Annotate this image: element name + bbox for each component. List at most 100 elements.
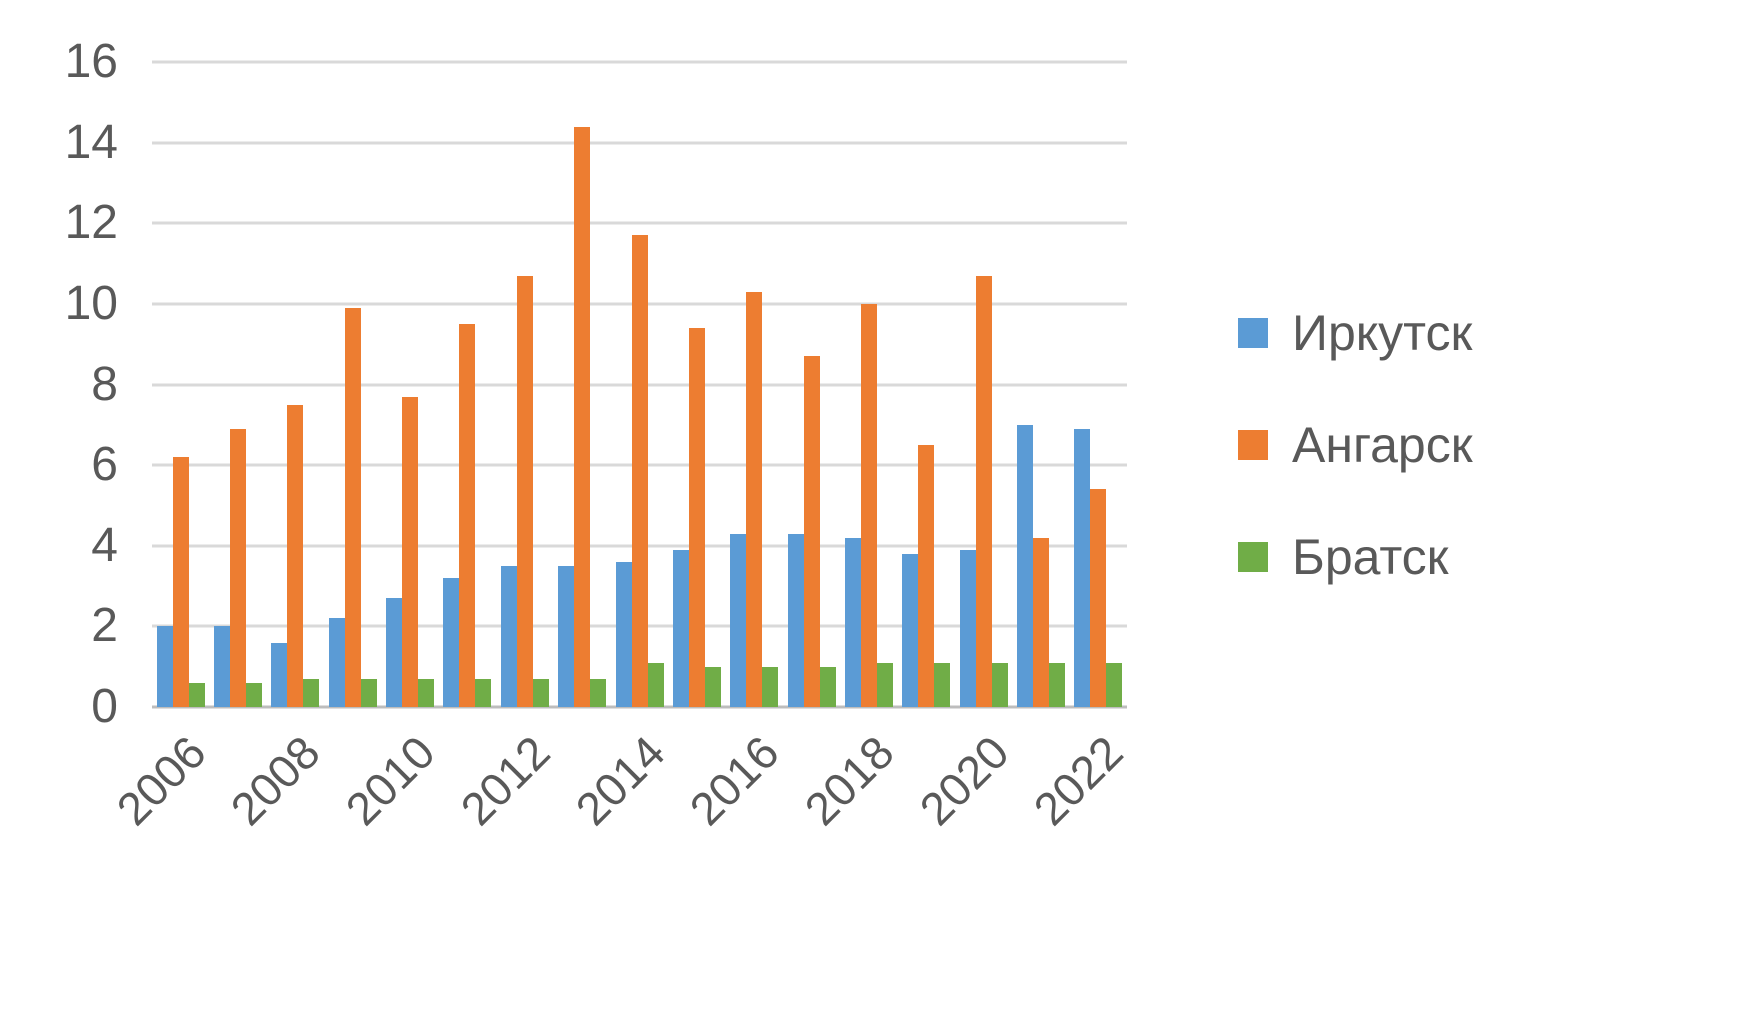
- y-tick-label: 12: [64, 196, 118, 250]
- bar-Ангарск: [803, 356, 820, 707]
- y-tick-label: 2: [91, 599, 118, 653]
- bar-group: [726, 62, 783, 707]
- bar-Ангарск: [860, 303, 877, 707]
- legend-item: Ангарск: [1238, 420, 1473, 470]
- legend-item: Братск: [1238, 532, 1473, 582]
- bar-Братск: [303, 678, 320, 707]
- bar-group: [1012, 62, 1069, 707]
- gridline: [152, 60, 1127, 64]
- bar-Братск: [590, 678, 607, 707]
- bar-Братск: [246, 682, 263, 707]
- y-tick-label: 10: [64, 276, 118, 330]
- bar-group: [783, 62, 840, 707]
- bar-Ангарск: [516, 275, 533, 707]
- bar-group: [554, 62, 611, 707]
- bar-group: [381, 62, 438, 707]
- bar-Иркутск: [615, 561, 632, 707]
- bar-Братск: [647, 662, 664, 707]
- bar-group: [439, 62, 496, 707]
- bar-group: [324, 62, 381, 707]
- bar-Иркутск: [672, 549, 689, 707]
- bar-Иркутск: [214, 626, 231, 707]
- y-tick-label: 4: [91, 518, 118, 572]
- x-tick-label: 2006: [106, 725, 216, 836]
- legend-marker: [1238, 542, 1268, 572]
- bar-group: [1070, 62, 1127, 707]
- bar-group: [496, 62, 553, 707]
- legend-marker: [1238, 318, 1268, 348]
- x-tick-label: 2016: [679, 725, 789, 836]
- legend-label: Ангарск: [1292, 417, 1473, 473]
- bar-group: [955, 62, 1012, 707]
- bar-group: [611, 62, 668, 707]
- bar-Ангарск: [402, 396, 419, 707]
- x-tick-label: 2012: [450, 725, 560, 836]
- bars-row: [152, 62, 1127, 707]
- plot-area: [152, 60, 1127, 709]
- bar-Ангарск: [975, 275, 992, 707]
- bar-Иркутск: [443, 578, 460, 707]
- bar-group: [267, 62, 324, 707]
- legend-item: Иркутск: [1238, 308, 1473, 358]
- legend-label: Иркутск: [1292, 305, 1473, 361]
- bar-Ангарск: [344, 307, 361, 707]
- bar-Иркутск: [902, 553, 919, 707]
- y-tick-label: 14: [64, 115, 118, 169]
- bar-Братск: [532, 678, 549, 707]
- bar-Иркутск: [500, 565, 517, 707]
- bar-Ангарск: [230, 428, 247, 707]
- bar-Братск: [876, 662, 893, 707]
- bar-Братск: [934, 662, 951, 707]
- x-tick-label: 2008: [220, 725, 331, 836]
- bar-Иркутск: [156, 626, 173, 707]
- bar-group: [840, 62, 897, 707]
- bar-Братск: [188, 682, 205, 707]
- bar-Иркутск: [271, 642, 288, 707]
- x-tick-label: 2010: [335, 725, 445, 836]
- bar-Иркутск: [1074, 428, 1091, 707]
- bar-Иркутск: [959, 549, 976, 707]
- gridline: [152, 705, 1127, 709]
- y-tick-label: 6: [91, 438, 118, 492]
- y-axis: 0 2 4 6 8 10 12 14 16: [0, 38, 118, 731]
- bar-Ангарск: [746, 291, 763, 707]
- bar-Ангарск: [1090, 489, 1107, 707]
- bar-Ангарск: [631, 235, 648, 707]
- x-tick-label: 2022: [1023, 725, 1133, 836]
- gridline: [152, 221, 1127, 225]
- bar-Иркутск: [787, 533, 804, 707]
- x-axis: 2006 2008 2010 2012 2014 2016 2018 2020 2022: [106, 710, 1133, 940]
- bar-Ангарск: [287, 404, 304, 707]
- bar-Ангарск: [1033, 537, 1050, 707]
- x-tick-label: 2020: [909, 725, 1019, 836]
- bar-Братск: [819, 666, 836, 707]
- bar-Братск: [418, 678, 435, 707]
- legend: Иркутск Ангарск Братск: [1238, 308, 1473, 582]
- bar-Иркутск: [558, 565, 575, 707]
- y-tick-label: 0: [91, 680, 118, 733]
- bar-group: [898, 62, 955, 707]
- bar-Ангарск: [459, 324, 476, 707]
- bar-group: [668, 62, 725, 707]
- bar-Иркутск: [328, 618, 345, 707]
- bar-Братск: [704, 666, 721, 707]
- bar-Ангарск: [574, 126, 591, 707]
- x-tick-label: 2018: [794, 725, 904, 836]
- bar-Братск: [762, 666, 779, 707]
- bar-Иркутск: [844, 537, 861, 707]
- bar-Иркутск: [730, 533, 747, 707]
- bar-Иркутск: [1017, 424, 1034, 707]
- bar-Братск: [1106, 662, 1123, 707]
- bar-Ангарск: [172, 457, 189, 707]
- gridline: [152, 141, 1127, 145]
- y-tick-label: 16: [64, 35, 118, 88]
- y-tick-label: 8: [91, 357, 118, 411]
- bar-Ангарск: [688, 328, 705, 707]
- bar-Братск: [991, 662, 1008, 707]
- bar-Братск: [475, 678, 492, 707]
- x-tick-label: 2014: [565, 725, 675, 836]
- bar-Ангарск: [918, 444, 935, 707]
- bar-group: [152, 62, 209, 707]
- legend-label: Братск: [1292, 529, 1449, 585]
